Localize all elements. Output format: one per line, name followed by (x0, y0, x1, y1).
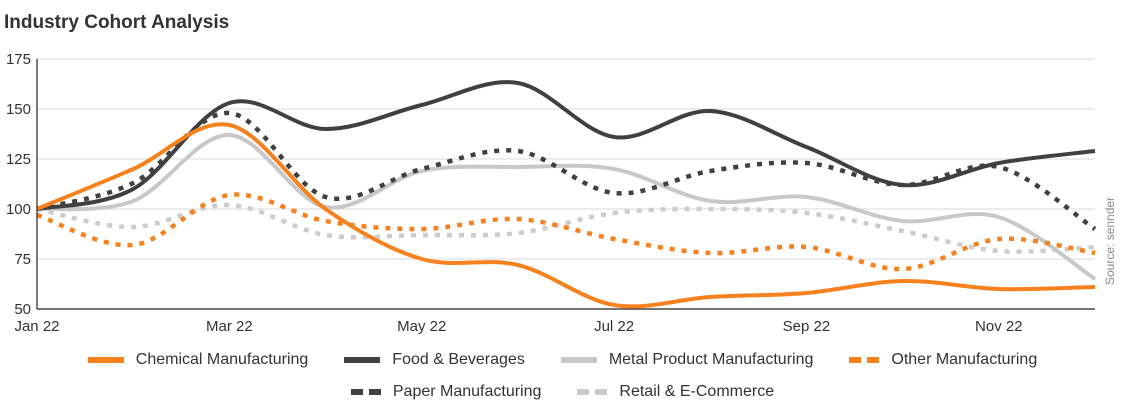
legend-item: Paper Manufacturing (350, 383, 542, 401)
series-line-metal-product-manufacturing (36, 132, 1097, 281)
y-tick-label: 50 (14, 301, 31, 318)
series-line-chemical-manufacturing (36, 122, 1096, 309)
x-axis-ticks: Jan 22 Mar 22 May 22 Jul 22 Sep 22 Nov 22 (14, 318, 1022, 335)
y-tick-label: 100 (6, 201, 31, 218)
legend-label: Retail & E-Commerce (619, 383, 775, 400)
x-tick-label: Mar 22 (206, 318, 253, 335)
y-tick-label: 175 (6, 51, 31, 68)
legend-swatch (560, 357, 597, 363)
chart-legend: Chemical Manufacturing Food & Beverages Me… (0, 344, 1125, 408)
legend-row: Chemical Manufacturing Food & Beverages Me… (0, 344, 1125, 376)
series-line-food-beverages (36, 80, 1096, 211)
x-tick-label: Jan 22 (14, 318, 59, 335)
source-note: Source: sennder (1103, 196, 1117, 285)
x-tick-label: Jul 22 (594, 318, 634, 335)
legend-swatch (577, 389, 608, 395)
legend-label: Metal Product Manufacturing (608, 351, 814, 368)
legend-item: Chemical Manufacturing (87, 351, 309, 369)
legend-row: Paper Manufacturing Retail & E-Commerce (0, 376, 1125, 408)
legend-swatch (350, 389, 381, 395)
series-line-paper-manufacturing (36, 110, 1097, 231)
legend-item: Other Manufacturing (849, 351, 1037, 369)
series-line-other-manufacturing (36, 192, 1096, 272)
x-tick-label: Sep 22 (783, 318, 831, 335)
legend-swatch (344, 357, 381, 363)
legend-item: Food & Beverages (344, 351, 525, 369)
legend-label: Paper Manufacturing (392, 383, 542, 400)
legend-item: Retail & E-Commerce (577, 383, 774, 401)
series-lines (36, 80, 1097, 309)
y-tick-label: 75 (14, 251, 31, 268)
gridlines (37, 58, 1095, 310)
legend-item: Metal Product Manufacturing (560, 351, 814, 369)
legend-label: Chemical Manufacturing (135, 351, 309, 368)
legend-label: Food & Beverages (392, 351, 525, 368)
line-chart: 50 75 100 125 150 175 Jan 22 Mar 22 May 22 Jul 2… (6, 51, 1097, 335)
y-tick-label: 150 (6, 101, 31, 118)
y-tick-label: 125 (6, 151, 31, 168)
legend-swatch (87, 357, 124, 363)
chart-title: Industry Cohort Analysis (4, 12, 230, 33)
x-tick-label: May 22 (397, 318, 446, 335)
legend-swatch (849, 357, 880, 363)
y-axis-ticks: 50 75 100 125 150 175 (6, 51, 31, 318)
x-tick-label: Nov 22 (975, 318, 1023, 335)
legend-label: Other Manufacturing (891, 351, 1038, 368)
